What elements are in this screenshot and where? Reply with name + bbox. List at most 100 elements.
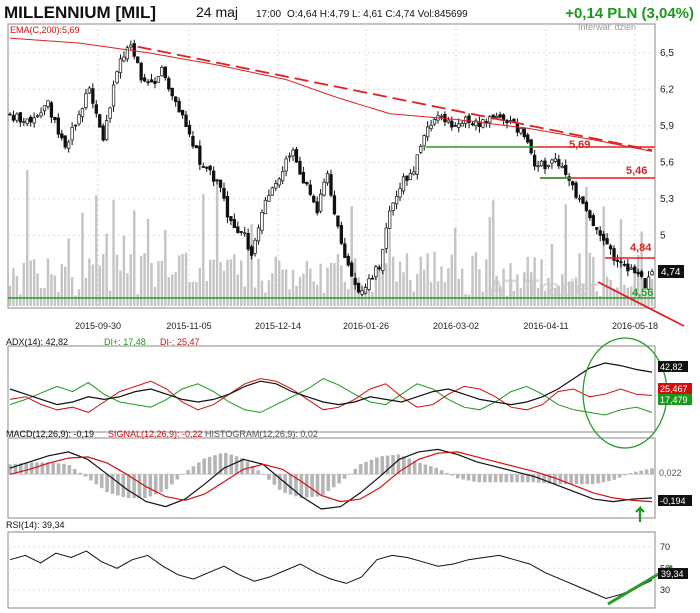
macd-histogram-bar	[472, 474, 476, 482]
volume-bar	[585, 186, 588, 306]
volume-bar	[523, 272, 526, 306]
candle-body	[419, 145, 423, 153]
volume-bar	[312, 281, 315, 306]
candle-body	[298, 160, 302, 175]
adx-line	[9, 362, 653, 406]
macd-histogram-bar	[213, 455, 217, 475]
volume-bar	[202, 194, 205, 306]
volume-bar	[578, 253, 581, 306]
volume-bar	[98, 265, 101, 306]
candle-body	[156, 76, 161, 83]
candle-body	[108, 107, 112, 119]
macd-histogram-bar	[375, 457, 379, 475]
candle-body	[570, 181, 575, 186]
candle-body	[56, 117, 60, 135]
volume-bar	[554, 287, 557, 306]
candle-body	[429, 124, 433, 129]
volume-bar	[550, 243, 554, 306]
candle-body	[167, 78, 171, 90]
volume-bar	[298, 277, 302, 306]
macd-histogram-bar	[56, 463, 61, 475]
volume-bar	[329, 262, 333, 306]
macd-histogram-bar	[13, 463, 18, 475]
candle-body	[425, 126, 430, 138]
histogram-label: HISTOGRAM(12,26,9): 0,02	[205, 429, 318, 439]
di-plus-line	[9, 378, 653, 416]
candle-body	[70, 127, 74, 141]
volume-bar	[633, 265, 636, 306]
macd-histogram-bar	[132, 474, 136, 499]
volume-bar	[647, 294, 650, 306]
macd-histogram-bar	[407, 458, 412, 475]
macd-histogram-bar	[634, 471, 638, 475]
macd-histogram-bar	[429, 466, 433, 475]
candle-body	[646, 276, 651, 290]
volume-bar	[60, 264, 63, 306]
volume-bar	[495, 275, 498, 306]
macd-histogram-bar	[520, 474, 525, 483]
volume-bar	[129, 254, 133, 306]
macd-histogram-bar	[402, 456, 406, 475]
candle-body	[588, 210, 592, 219]
di-plus-value-label: 17,479	[660, 395, 688, 405]
rsi-gridlines: 705030	[8, 542, 670, 595]
adx-panel-frame	[7, 345, 656, 433]
candle-body	[339, 225, 344, 244]
candle-body	[460, 123, 464, 127]
volume-bar	[226, 259, 229, 306]
candle-body	[249, 246, 254, 256]
volume-bar	[388, 230, 391, 306]
candle-body	[29, 116, 33, 123]
macd-histogram-bar	[250, 465, 255, 475]
macd-histogram-bar	[240, 457, 244, 475]
candle-body	[370, 277, 375, 280]
candle-body	[32, 117, 36, 124]
volume-bar	[533, 257, 536, 306]
candle-body	[281, 171, 285, 182]
candle-body	[422, 135, 426, 147]
macd-histogram-bar	[35, 462, 39, 475]
macd-histogram-bar	[310, 474, 314, 498]
candle-body	[187, 125, 192, 135]
candle-body	[184, 114, 188, 127]
macd-histogram-bar	[466, 474, 471, 481]
candle-body	[253, 239, 257, 254]
date-x-axis: 2015-09-30 2015-11-05 2015-12-14 2016-01-26…	[75, 321, 658, 331]
volume-bar	[150, 263, 153, 306]
volume-bar	[502, 268, 505, 306]
volume-bar	[561, 274, 564, 306]
arrow-up-icon	[635, 505, 645, 522]
di-plus-value-badge	[658, 394, 692, 405]
volume-bar	[174, 272, 177, 306]
volume-bar	[605, 276, 609, 306]
volume-bar	[167, 277, 170, 306]
volume-bar	[281, 269, 284, 306]
macd-histogram-bar	[78, 472, 82, 475]
volume-bar	[443, 282, 447, 306]
macd-histogram-bar	[585, 474, 590, 485]
volume-bar	[267, 280, 271, 306]
macd-histogram-bar	[504, 474, 509, 483]
macd-histogram-bar	[488, 474, 492, 483]
candle-body	[325, 173, 330, 184]
volume-bar	[136, 294, 139, 306]
candle-body	[381, 249, 385, 271]
candle-body	[546, 164, 551, 167]
volume-bar	[184, 252, 188, 306]
macd-histogram-bar	[191, 466, 196, 475]
volume-bar	[284, 269, 288, 306]
volume-bar	[295, 285, 298, 306]
candle-body	[356, 282, 361, 293]
candle-body	[595, 227, 599, 230]
volume-bar	[409, 279, 412, 306]
macd-histogram-bar	[299, 474, 304, 498]
candle-body	[457, 123, 461, 128]
candle-body	[505, 120, 509, 123]
macd-histogram-bar	[89, 474, 93, 481]
volume-bar	[253, 287, 257, 306]
macd-histogram-bar	[526, 474, 530, 483]
volume-bar	[422, 269, 426, 306]
candle-body	[360, 290, 364, 295]
candle-body	[519, 128, 523, 134]
